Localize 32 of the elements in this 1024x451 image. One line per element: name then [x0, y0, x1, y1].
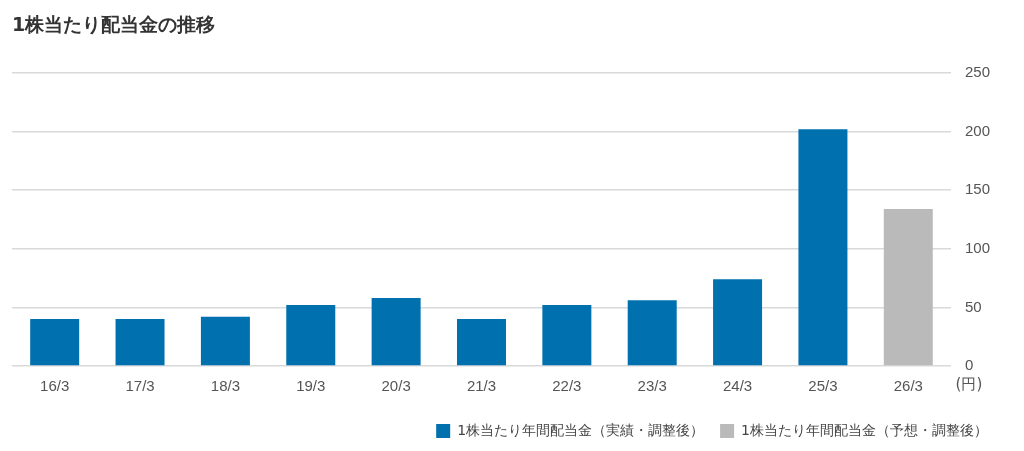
x-tick-label: 16/3: [40, 377, 70, 395]
y-tick-label: 150: [964, 180, 990, 198]
legend-label: 1株当たり年間配当金（実績・調整後）: [457, 421, 705, 438]
bar: [627, 300, 677, 366]
x-tick-label: 22/3: [552, 377, 582, 395]
bar: [713, 279, 763, 366]
bar: [798, 129, 848, 366]
legend-label: 1株当たり年間配当金（予想・調整後）: [741, 421, 989, 438]
bar: [883, 208, 933, 366]
bar: [456, 319, 506, 366]
chart-title: 1株当たり配当金の推移: [12, 12, 216, 37]
x-tick-label: 21/3: [466, 377, 497, 395]
bar: [115, 319, 165, 366]
bar: [30, 319, 80, 366]
x-tick-label: 20/3: [381, 377, 411, 395]
x-tick-label: 26/3: [893, 377, 923, 395]
y-axis-title: (円): [955, 375, 983, 394]
x-tick-label: 19/3: [296, 377, 326, 395]
bar: [542, 305, 592, 366]
bar: [200, 316, 250, 366]
y-tick-label: 250: [964, 63, 990, 81]
x-tick-label: 18/3: [210, 377, 240, 395]
y-tick-label: 100: [964, 238, 990, 256]
y-tick-label: 0: [964, 356, 974, 374]
bar: [286, 305, 336, 366]
x-tick-label: 23/3: [637, 377, 667, 395]
y-tick-label: 200: [964, 121, 990, 139]
x-tick-label: 17/3: [125, 377, 155, 395]
bar: [371, 298, 421, 366]
x-tick-label: 25/3: [808, 377, 838, 395]
x-tick-label: 24/3: [722, 377, 753, 395]
y-tick-label: 50: [964, 297, 982, 315]
